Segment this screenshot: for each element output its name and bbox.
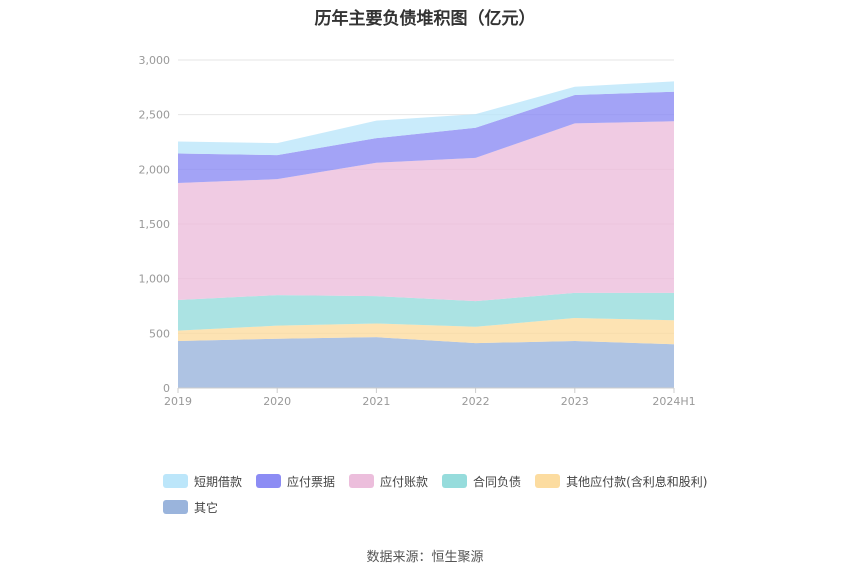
legend-item[interactable]: 短期借款 — [163, 472, 242, 490]
legend-swatch — [256, 474, 282, 488]
y-tick-label: 3,000 — [139, 54, 171, 67]
area-series-5 — [178, 81, 674, 156]
legend-item[interactable]: 应付票据 — [256, 472, 335, 490]
y-tick-label: 2,000 — [139, 163, 171, 176]
legend-label: 其它 — [194, 500, 219, 515]
x-tick-label: 2023 — [561, 395, 589, 408]
y-tick-label: 500 — [149, 327, 170, 340]
legend-swatch — [535, 474, 561, 488]
x-tick-label: 2024H1 — [652, 395, 695, 408]
legend-label: 合同负债 — [473, 474, 522, 489]
y-tick-label: 0 — [163, 382, 170, 395]
legend-swatch — [163, 474, 188, 488]
data-source: 数据来源：恒生聚源 — [366, 550, 484, 565]
legend-label: 其他应付款(含利息和股利) — [566, 474, 708, 489]
y-tick-label: 1,000 — [139, 273, 171, 286]
y-tick-label: 2,500 — [139, 109, 171, 122]
area-series-1 — [178, 318, 674, 345]
x-tick-label: 2022 — [462, 395, 490, 408]
areas — [177, 81, 675, 388]
legend-item[interactable]: 其它 — [163, 498, 218, 516]
legend-label: 应付票据 — [287, 474, 336, 489]
area-series-0 — [178, 337, 674, 388]
x-tick-label: 2020 — [263, 395, 291, 408]
chart-title: 历年主要负债堆积图（亿元） — [314, 9, 536, 29]
legend-item[interactable]: 其他应付款(含利息和股利) — [535, 472, 707, 490]
legend-item[interactable]: 合同负债 — [442, 472, 521, 490]
y-tick-label: 1,500 — [139, 218, 171, 231]
x-tick-label: 2019 — [164, 395, 192, 408]
legend-swatch — [163, 500, 188, 514]
legend-label: 应付账款 — [380, 474, 429, 489]
area-series-3 — [178, 121, 674, 302]
legend-label: 短期借款 — [194, 474, 243, 489]
legend-swatch — [442, 474, 468, 488]
area-series-2 — [178, 292, 674, 331]
area-series-4 — [178, 91, 674, 183]
legend: 短期借款 应付票据 应付账款 合同负债 其他应付款(含利息和股利) 其它 — [163, 472, 723, 524]
x-tick-label: 2021 — [362, 395, 390, 408]
legend-swatch — [349, 474, 375, 488]
axes: 0 500 1,000 1,500 2,000 2,500 3,000 2019 2020 202… — [139, 54, 696, 408]
legend-item[interactable]: 应付账款 — [349, 472, 428, 490]
